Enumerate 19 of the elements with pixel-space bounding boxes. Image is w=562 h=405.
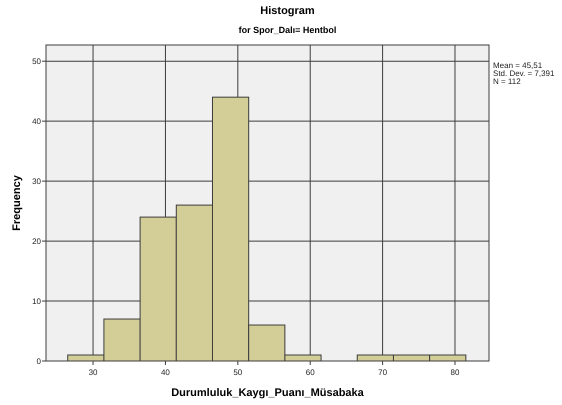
x-tick-label: 40 [160,368,170,377]
y-tick-label: 0 [36,357,42,366]
x-tick-label: 70 [378,368,388,377]
text: N = 112 [493,77,522,86]
chart-title: Histogram [260,5,315,17]
chart-subtitle: for Spor_Dalı= Hentbol [238,25,336,35]
y-axis-title: Frequency [11,174,23,231]
y-tick-label: 20 [32,237,42,246]
text: Mean = 45,51 [493,61,543,70]
x-axis-title: Durumluluk_Kaygı_Puanı_Müsabaka [171,387,365,399]
x-tick-label: 60 [306,368,316,377]
y-tick-label: 40 [32,117,42,126]
x-tick-label: 50 [233,368,243,377]
y-tick-label: 10 [32,297,42,306]
y-tick-label: 50 [32,57,42,66]
y-tick-label: 30 [32,177,42,186]
x-tick-label: 80 [450,368,460,377]
x-tick-label: 30 [88,368,98,377]
text: Std. Dev. = 7,391 [493,69,555,78]
